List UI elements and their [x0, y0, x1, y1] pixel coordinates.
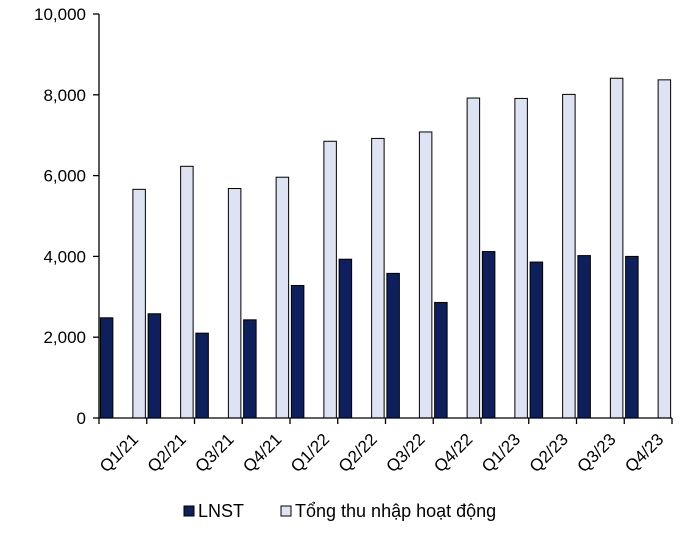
y-tick-label: 8,000	[43, 86, 86, 105]
y-axis: 0 2,000 4,000 6,000 8,000 10,000	[34, 5, 100, 428]
x-tick-label: Q2/22	[335, 430, 381, 476]
legend: LNST Tổng thu nhập hoạt động	[183, 501, 496, 521]
y-tick-label: 6,000	[43, 167, 86, 186]
bar-total-income	[180, 165, 194, 419]
bar-lnst	[481, 251, 496, 419]
bar-total-income	[562, 93, 576, 419]
bar-lnst	[99, 317, 114, 419]
bar-lnst	[290, 284, 305, 419]
bar-total-income	[275, 176, 290, 419]
legend-swatch	[280, 505, 292, 517]
x-tick-label: Q4/23	[621, 430, 667, 476]
x-tick-label: Q1/22	[287, 430, 333, 476]
x-axis: Q1/21 Q2/21 Q3/21 Q4/21 Q1/22 Q2/22 Q3/22 Q4/22…	[96, 417, 673, 476]
bar-lnst	[625, 255, 639, 419]
bar-total-income	[418, 131, 433, 419]
x-tick-label: Q1/23	[478, 430, 524, 476]
x-tick-label: Q4/21	[239, 430, 285, 476]
bar-total-income	[371, 137, 385, 419]
bar-lnst	[529, 261, 544, 419]
y-tick-label: 2,000	[43, 328, 86, 347]
x-tick-label: Q1/21	[96, 430, 142, 476]
bar-lnst	[338, 258, 353, 419]
bar-lnst	[386, 272, 400, 419]
y-tick-label: 10,000	[34, 5, 86, 24]
x-tick-label: Q3/23	[574, 430, 620, 476]
bar-lnst	[577, 255, 591, 419]
legend-label: Tổng thu nhập hoạt động	[295, 501, 496, 521]
bar-total-income	[227, 188, 242, 419]
bars-group	[99, 77, 672, 419]
x-tick-label: Q3/22	[383, 430, 429, 476]
x-tick-label: Q3/21	[192, 430, 238, 476]
bar-lnst	[434, 301, 448, 419]
x-tick-label: Q2/21	[144, 430, 190, 476]
bar-total-income	[466, 97, 481, 419]
bar-lnst	[147, 313, 162, 419]
bar-lnst	[243, 319, 257, 419]
legend-swatch	[183, 505, 195, 517]
bar-total-income	[514, 97, 528, 419]
legend-label: LNST	[198, 501, 244, 521]
bar-total-income	[132, 188, 146, 419]
bar-total-income	[609, 77, 624, 419]
bar-total-income	[657, 79, 672, 419]
x-tick-label: Q2/23	[526, 430, 572, 476]
y-tick-label: 4,000	[43, 247, 86, 266]
bar-total-income	[323, 140, 337, 419]
bar-lnst	[195, 332, 209, 419]
y-tick-label: 0	[77, 409, 86, 428]
x-tick-label: Q4/22	[430, 430, 476, 476]
